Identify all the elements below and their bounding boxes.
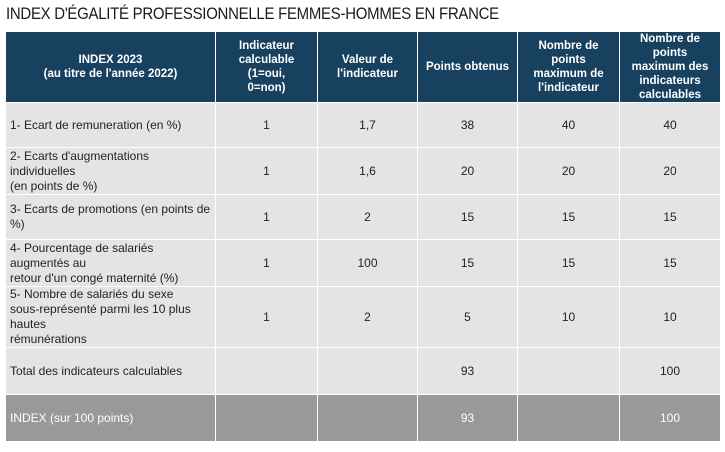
cell-max: 15 xyxy=(517,194,620,240)
cell-max: 20 xyxy=(517,147,620,195)
cell-valeur: 1,6 xyxy=(317,147,418,195)
header-row: INDEX 2023 (au titre de l'année 2022) In… xyxy=(5,31,721,103)
row-label: Total des indicateurs calculables xyxy=(5,347,216,395)
row-label-text: Total des indicateurs calculables xyxy=(10,363,183,378)
cell-calculable: 1 xyxy=(215,102,318,148)
header-text: (au titre de l'année 2022) xyxy=(43,68,178,80)
cell-valeur: 2 xyxy=(317,286,418,348)
header-calculable: Indicateur calculable (1=oui, 0=non) xyxy=(215,31,318,103)
cell-valeur: 1,7 xyxy=(317,102,418,148)
header-text: maximum des xyxy=(631,61,709,73)
cell-points: 93 xyxy=(417,394,518,442)
row-label-text: 3- Ecarts de promotions (en points de %) xyxy=(10,202,211,231)
header-text: maximum de xyxy=(533,68,604,80)
index-label: INDEX (sur 100 points) xyxy=(5,394,216,442)
row-label-text: rémunérations xyxy=(10,332,87,346)
page-title: INDEX D'ÉGALITÉ PROFESSIONNELLE FEMMES-H… xyxy=(6,4,499,23)
cell-calculable xyxy=(215,394,318,442)
header-text: calculables xyxy=(638,89,701,101)
header-max-calc: Nombre de points maximum des indicateurs… xyxy=(619,31,721,103)
header-points: Points obtenus xyxy=(417,31,518,103)
cell-max-calc: 15 xyxy=(619,239,721,287)
cell-calculable: 1 xyxy=(215,147,318,195)
header-text: Points obtenus xyxy=(425,61,510,73)
cell-max xyxy=(517,347,620,395)
header-max: Nombre de points maximum de l'indicateur xyxy=(517,31,620,103)
row-label-text: 2- Ecarts d'augmentations individuelles xyxy=(10,148,150,178)
header-text: Nombre de points xyxy=(538,40,599,66)
header-text: Indicateur xyxy=(239,40,294,52)
row-label: 4- Pourcentage de salariés augmentés au … xyxy=(5,239,216,287)
index-table: INDEX 2023 (au titre de l'année 2022) In… xyxy=(5,31,721,442)
table-row: 1- Ecart de remuneration (en %) 1 1,7 38… xyxy=(5,102,721,148)
row-label-text: retour d'un congé maternité (%) xyxy=(10,270,179,285)
header-text: calculable (1=oui, xyxy=(238,54,295,80)
row-label: 1- Ecart de remuneration (en %) xyxy=(5,102,216,148)
header-index: INDEX 2023 (au titre de l'année 2022) xyxy=(5,31,216,103)
cell-points: 15 xyxy=(417,194,518,240)
cell-calculable: 1 xyxy=(215,239,318,287)
cell-max: 15 xyxy=(517,239,620,287)
header-text: Nombre de points xyxy=(639,33,701,59)
cell-max xyxy=(517,394,620,442)
table-row: 2- Ecarts d'augmentations individuelles … xyxy=(5,147,721,195)
cell-max-calc: 40 xyxy=(619,102,721,148)
header-text: Valeur de xyxy=(341,54,394,66)
cell-valeur: 2 xyxy=(317,194,418,240)
header-valeur: Valeur de l'indicateur xyxy=(317,31,418,103)
header-text: 0=non) xyxy=(247,82,286,94)
cell-max-calc: 20 xyxy=(619,147,721,195)
cell-max-calc: 15 xyxy=(619,194,721,240)
row-label-text: 1- Ecart de remuneration (en %) xyxy=(10,117,182,132)
header-text: indicateurs xyxy=(639,75,701,87)
cell-max-calc: 10 xyxy=(619,286,721,348)
cell-valeur xyxy=(317,347,418,395)
cell-points: 38 xyxy=(417,102,518,148)
cell-max-calc: 100 xyxy=(619,394,721,442)
row-label-text: sous-représenté parmi les 10 plus hautes xyxy=(10,302,191,331)
cell-valeur xyxy=(317,394,418,442)
row-label: 3- Ecarts de promotions (en points de %) xyxy=(5,194,216,240)
cell-points: 93 xyxy=(417,347,518,395)
cell-calculable xyxy=(215,347,318,395)
cell-points: 5 xyxy=(417,286,518,348)
header-text: l'indicateur xyxy=(538,82,599,94)
total-row: Total des indicateurs calculables 93 100 xyxy=(5,347,721,395)
row-label: 2- Ecarts d'augmentations individuelles … xyxy=(5,147,216,195)
row-label-text: (en points de %) xyxy=(10,178,98,193)
cell-calculable: 1 xyxy=(215,194,318,240)
row-label-text: 4- Pourcentage de salariés augmentés au xyxy=(10,240,154,270)
table-row: 5- Nombre de salariés du sexe sous-repré… xyxy=(5,286,721,348)
header-text: l'indicateur xyxy=(337,68,398,80)
row-label-text: 5- Nombre de salariés du sexe xyxy=(10,287,174,301)
index-row: INDEX (sur 100 points) 93 100 xyxy=(5,394,721,442)
header-text: INDEX 2023 xyxy=(78,54,143,66)
cell-max: 10 xyxy=(517,286,620,348)
cell-calculable: 1 xyxy=(215,286,318,348)
table-row: 3- Ecarts de promotions (en points de %)… xyxy=(5,194,721,240)
cell-points: 20 xyxy=(417,147,518,195)
cell-valeur: 100 xyxy=(317,239,418,287)
cell-max-calc: 100 xyxy=(619,347,721,395)
cell-max: 40 xyxy=(517,102,620,148)
row-label: 5- Nombre de salariés du sexe sous-repré… xyxy=(5,286,216,348)
table-row: 4- Pourcentage de salariés augmentés au … xyxy=(5,239,721,287)
cell-points: 15 xyxy=(417,239,518,287)
